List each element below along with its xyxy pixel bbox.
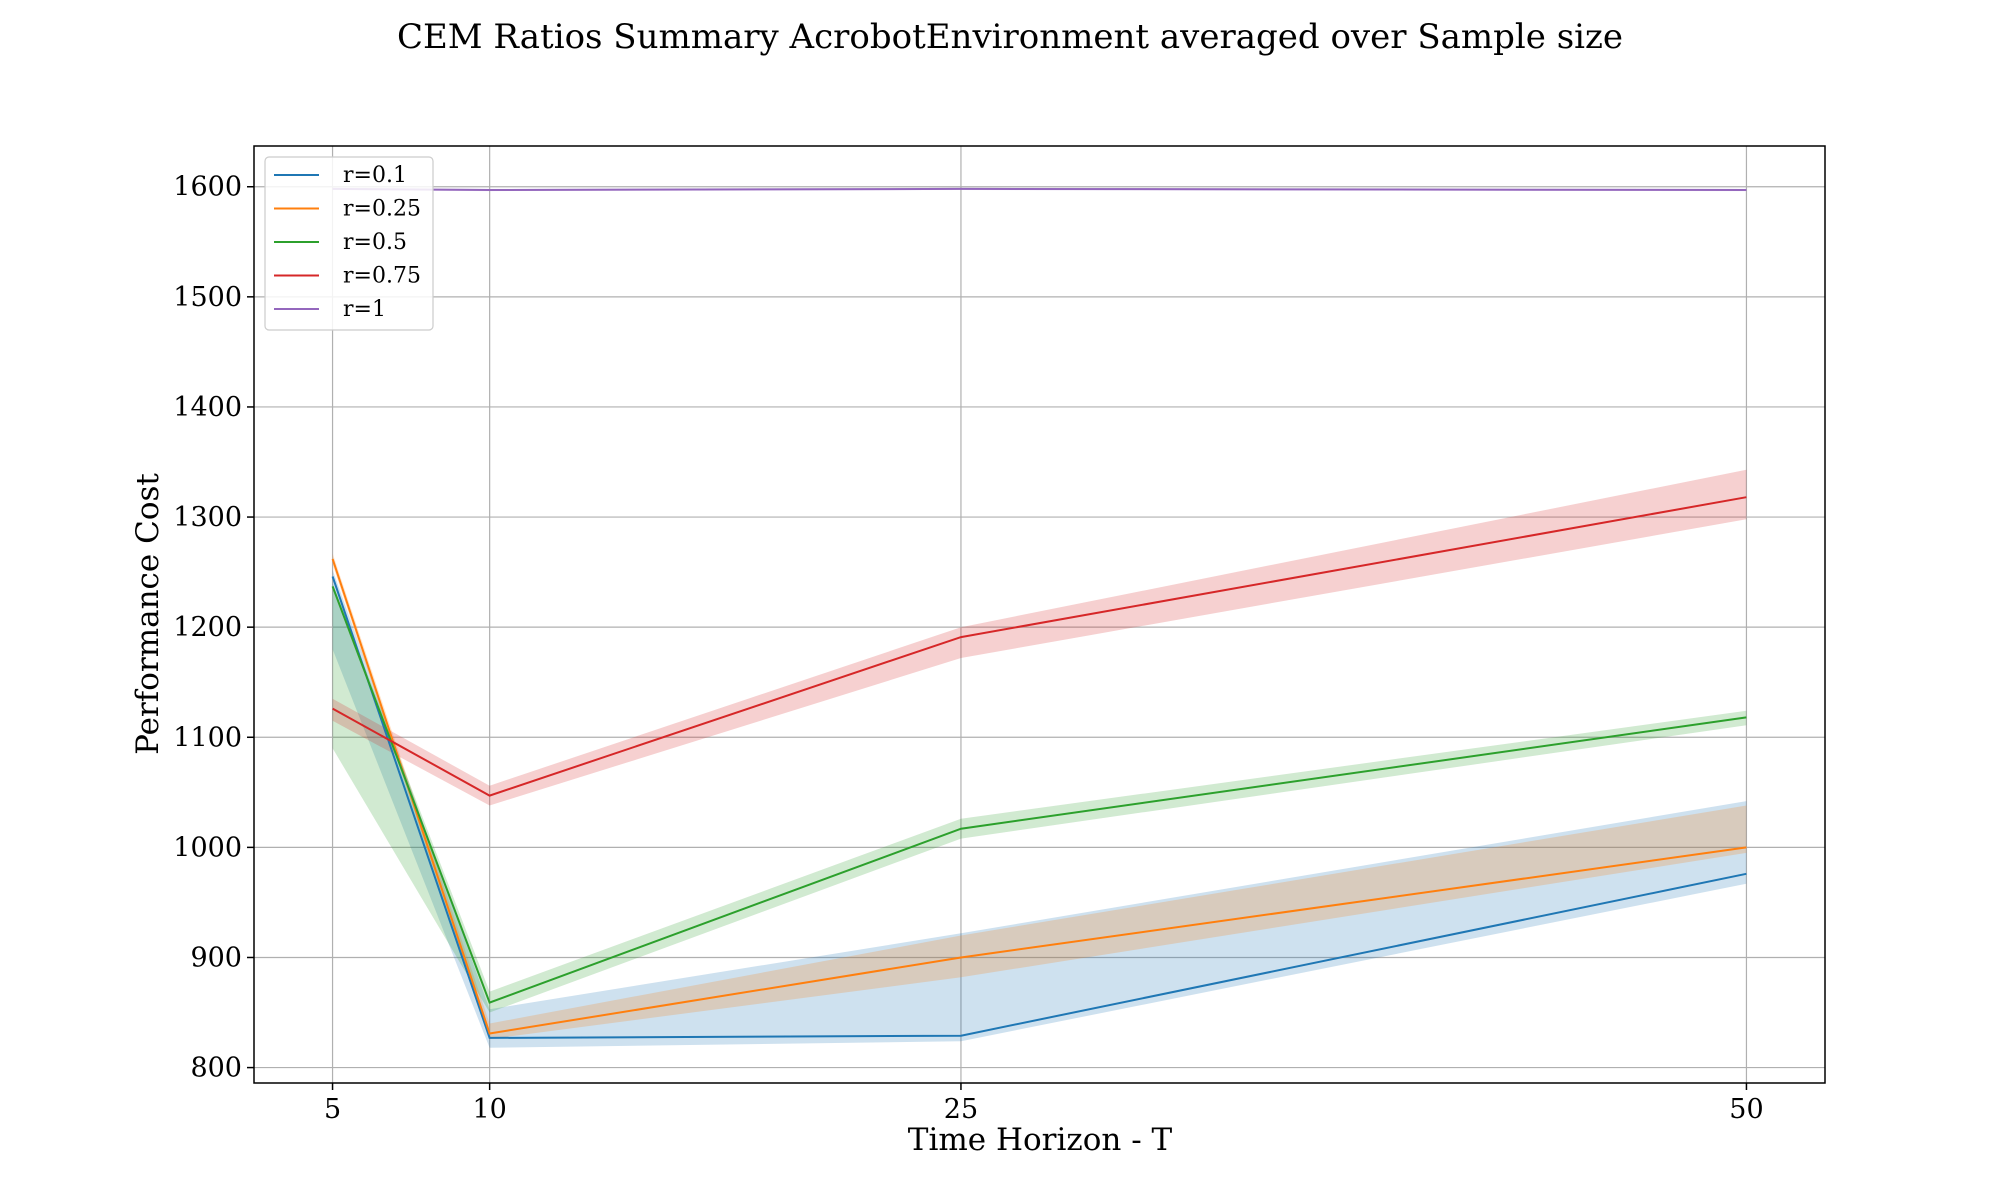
y-tick-label: 800 (190, 1053, 242, 1084)
series-line-r=0.1 (331, 576, 1747, 1039)
legend: r=0.1 r=0.25 r=0.5 r=0.75 r=1 (264, 156, 434, 331)
plot-frame (253, 145, 1826, 1084)
confidence-band-r=0.75 (332, 469, 1747, 806)
confidence-band-r=0.5 (332, 583, 1747, 1013)
x-tick-label: 50 (1729, 1094, 1763, 1125)
legend-box (264, 156, 434, 331)
axis-ticks: 5 10 25 50 800 900 1000 1100 1200 1300 1400 1500 160… (173, 172, 1763, 1125)
x-axis-label: Time Horizon - T (908, 1122, 1173, 1158)
y-tick-label: 1100 (173, 722, 242, 753)
y-tick-label: 1600 (173, 172, 242, 203)
chart-title: CEM Ratios Summary AcrobotEnvironment av… (397, 17, 1623, 57)
x-tick-label: 25 (944, 1094, 978, 1125)
series-line-r=0.5 (331, 586, 1747, 1004)
legend-label: r=0.25 (343, 197, 421, 222)
y-tick-label: 1300 (173, 502, 242, 533)
series-line-r=0.75 (332, 496, 1747, 797)
y-tick-label: 900 (190, 942, 242, 973)
series-line-r=1 (332, 187, 1747, 192)
legend-label: r=0.1 (343, 163, 407, 188)
confidence-band-r=0.1 (332, 569, 1747, 1048)
y-tick-label: 1200 (173, 612, 242, 643)
y-tick-label: 1000 (173, 832, 242, 863)
x-tick-label: 5 (324, 1094, 341, 1125)
y-tick-label: 1400 (173, 392, 242, 423)
y-tick-label: 1500 (173, 282, 242, 313)
legend-label: r=0.5 (343, 230, 407, 255)
y-axis-label: Performance Cost (130, 473, 166, 755)
legend-label: r=0.75 (343, 264, 421, 289)
confidence-bands (332, 187, 1747, 1048)
legend-label: r=1 (343, 297, 386, 322)
grid (254, 146, 1825, 1083)
x-tick-label: 10 (472, 1094, 506, 1125)
